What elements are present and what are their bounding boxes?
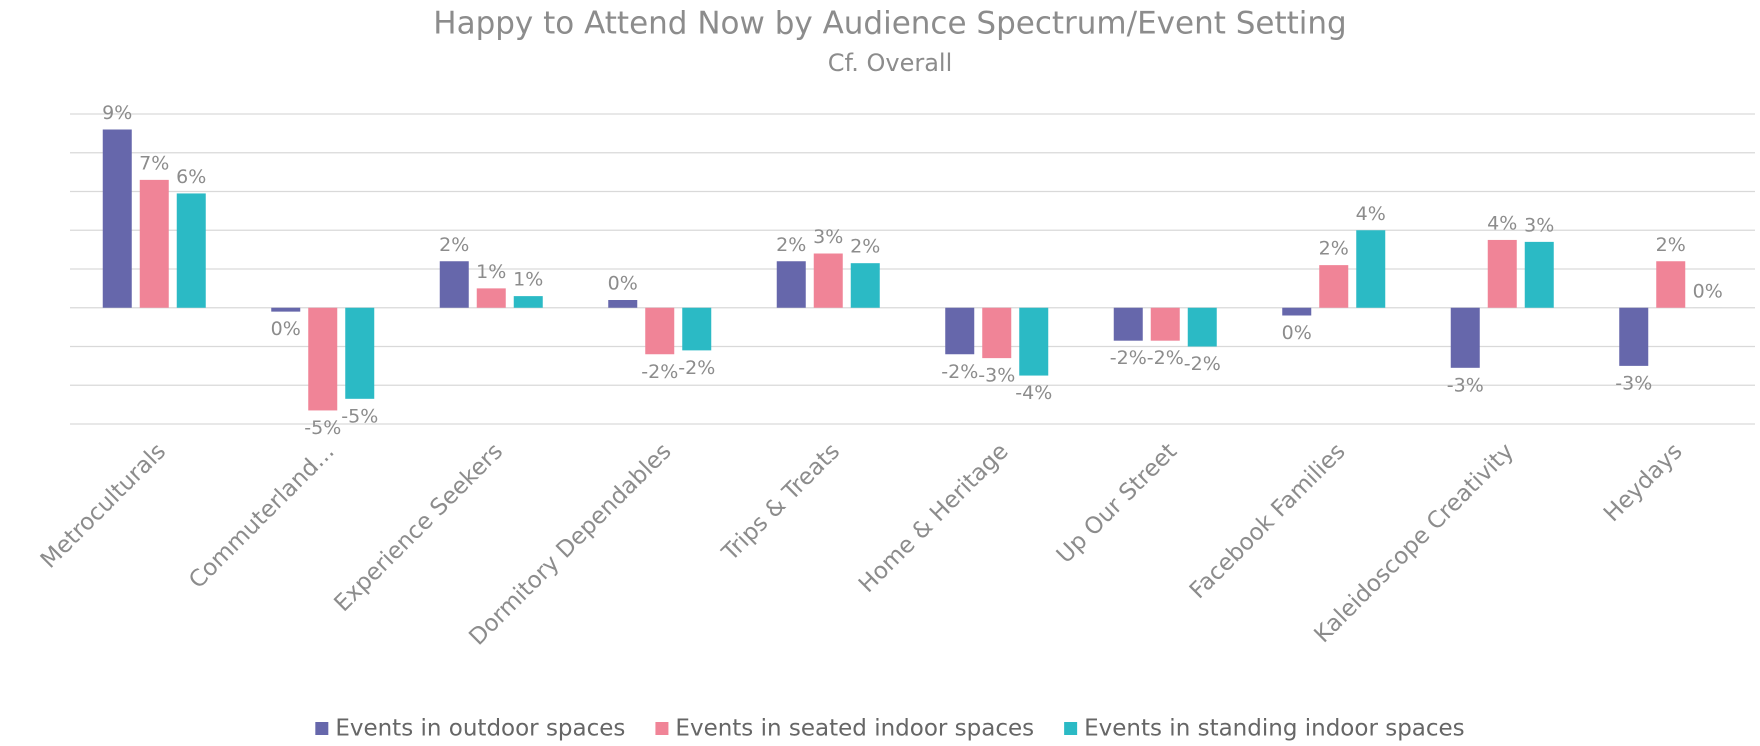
x-tick-label: Experience Seekers <box>329 438 508 617</box>
bar <box>1319 265 1349 308</box>
data-label: -2% <box>1184 353 1221 375</box>
bar <box>102 129 132 308</box>
data-label: 0% <box>1282 322 1312 344</box>
bar <box>813 253 843 308</box>
bar <box>1019 307 1049 376</box>
data-label: -2% <box>641 361 678 383</box>
bar <box>176 193 206 308</box>
data-label: 3% <box>813 226 843 248</box>
data-label: -2% <box>678 357 715 379</box>
bar <box>308 307 338 411</box>
x-tick-label: Kaleidoscope Creativity <box>1309 438 1519 648</box>
bar <box>1487 239 1517 308</box>
legend-label: Events in seated indoor spaces <box>675 716 1034 742</box>
bar <box>1187 307 1217 347</box>
data-label: 2% <box>850 236 880 258</box>
data-label: 4% <box>1356 203 1386 225</box>
data-label: 2% <box>439 234 469 256</box>
data-label: 0% <box>271 318 301 340</box>
chart-title: Happy to Attend Now by Audience Spectrum… <box>433 6 1346 42</box>
legend-label: Events in standing indoor spaces <box>1084 716 1465 742</box>
data-label: -5% <box>341 405 378 427</box>
bar <box>1113 307 1143 341</box>
x-tick-label: Home & Heritage <box>854 438 1014 598</box>
bar <box>513 296 543 308</box>
x-tick-label: Dormitory Dependables <box>464 438 676 650</box>
data-label: 3% <box>1524 214 1554 236</box>
x-tick-label: Up Our Street <box>1052 438 1182 568</box>
bar <box>1656 261 1686 308</box>
legend-label: Events in outdoor spaces <box>335 716 625 742</box>
bar <box>1282 307 1312 316</box>
bar <box>776 261 806 308</box>
data-label: -3% <box>978 365 1015 387</box>
data-label: 1% <box>513 269 543 291</box>
bar <box>1356 230 1386 308</box>
legend-swatch <box>315 722 329 735</box>
data-label: -2% <box>941 361 978 383</box>
bar <box>1450 307 1480 368</box>
bar <box>439 261 469 308</box>
data-label: -5% <box>304 417 341 439</box>
data-label: 0% <box>1693 280 1723 302</box>
bar <box>271 307 301 312</box>
x-tick-label: Trips & Treats <box>717 438 845 566</box>
x-tick-label: Metroculturals <box>36 438 171 573</box>
legend-swatch <box>1064 722 1078 735</box>
x-tick-label: Heydays <box>1599 438 1688 527</box>
data-label: 6% <box>176 166 206 188</box>
data-label: 9% <box>102 102 132 124</box>
chart-subtitle: Cf. Overall <box>828 49 953 77</box>
bar <box>608 300 638 308</box>
x-tick-label: Facebook Families <box>1185 438 1351 604</box>
data-label: 2% <box>1319 238 1349 260</box>
bar <box>682 307 712 351</box>
data-label: -3% <box>1447 374 1484 396</box>
bar <box>476 288 506 308</box>
bar <box>1150 307 1180 341</box>
data-label: -2% <box>1110 347 1147 369</box>
bar <box>945 307 975 355</box>
data-label: 7% <box>139 152 169 174</box>
data-label: 2% <box>776 234 806 256</box>
data-label: -2% <box>1147 347 1184 369</box>
bar <box>645 307 675 355</box>
legend-swatch <box>655 722 669 735</box>
data-label: 4% <box>1487 212 1517 234</box>
bar <box>1524 241 1554 308</box>
x-tick-label: Commuterland... <box>184 438 339 593</box>
bar <box>1619 307 1649 366</box>
data-label: 2% <box>1656 234 1686 256</box>
bar <box>345 307 375 399</box>
bar <box>982 307 1012 359</box>
data-label: 0% <box>608 273 638 295</box>
data-label: -4% <box>1015 382 1052 404</box>
data-label: 1% <box>476 261 506 283</box>
data-label: -3% <box>1615 372 1652 394</box>
bar <box>139 179 169 308</box>
bar <box>850 263 880 308</box>
